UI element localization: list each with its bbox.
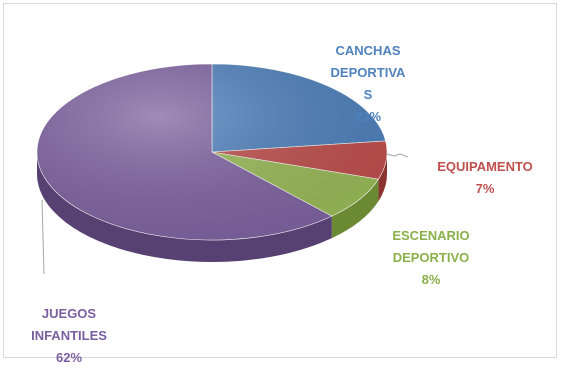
slice-label-equipamento-name: EQUIPAMENTO <box>437 159 533 174</box>
slice-label-canchas: CANCHAS DEPORTIVA S 23% <box>308 18 428 150</box>
slice-label-juegos-name: JUEGOS INFANTILES <box>31 306 107 343</box>
slice-label-escenario: ESCENARIO DEPORTIVO 8% <box>376 203 486 313</box>
pie-chart <box>36 63 409 275</box>
pie-side-juegos <box>37 152 332 262</box>
pie-side-equipamento <box>378 152 387 202</box>
slice-label-escenario-pct: 8% <box>421 272 441 287</box>
slice-label-juegos: JUEGOS INFANTILES 62% <box>14 281 124 391</box>
slice-label-juegos-pct: 62% <box>55 350 83 365</box>
slice-label-canchas-pct: 23% <box>354 109 382 124</box>
pie-side-escenario <box>331 179 379 239</box>
pie-shine <box>37 64 387 240</box>
leader-equipamento <box>386 153 409 158</box>
chart-frame: CANCHAS DEPORTIVA S 23% EQUIPAMENTO 7% E… <box>3 3 557 365</box>
slice-label-equipamento: EQUIPAMENTO 7% <box>420 134 550 222</box>
slice-label-canchas-name: CANCHAS DEPORTIVA S <box>330 43 406 102</box>
leader-juegos <box>41 199 45 275</box>
slice-label-escenario-name: ESCENARIO DEPORTIVO <box>392 228 470 265</box>
slice-label-equipamento-pct: 7% <box>475 181 495 196</box>
